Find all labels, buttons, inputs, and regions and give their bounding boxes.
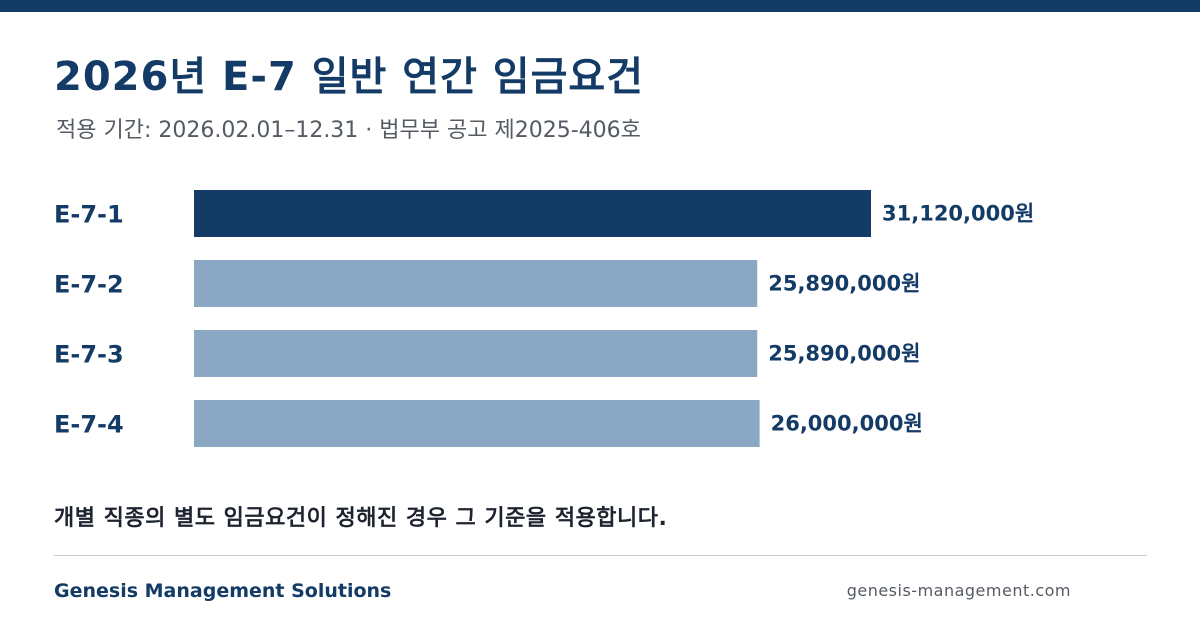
bar-e-7-4 [194, 400, 760, 447]
category-label-e-7-3: E-7-3 [54, 341, 124, 369]
page-subtitle: 적용 기간: 2026.02.01–12.31 · 법무부 공고 제2025-4… [56, 118, 641, 143]
bar-chart: E-7-1 31,120,000원 E-7-2 25,890,000원 E-7-3 25,… [54, 190, 1034, 447]
footnote: 개별 직종의 별도 임금요건이 정해진 경우 그 기준을 적용합니다. [54, 506, 668, 531]
bar-e-7-2 [194, 260, 758, 307]
value-label-e-7-1: 31,120,000원 [882, 202, 1034, 226]
page-title: 2026년 E-7 일반 연간 임금요건 [54, 54, 644, 100]
footer-divider [54, 555, 1147, 556]
category-label-e-7-4: E-7-4 [54, 411, 124, 439]
bar-e-7-1 [194, 190, 871, 237]
category-label-e-7-1: E-7-1 [54, 201, 124, 229]
value-label-e-7-2: 25,890,000원 [768, 272, 920, 296]
category-label-e-7-2: E-7-2 [54, 271, 124, 299]
value-label-e-7-4: 26,000,000원 [771, 412, 923, 436]
value-label-e-7-3: 25,890,000원 [768, 342, 920, 366]
company-website: genesis-management.com [846, 581, 1071, 600]
company-name: Genesis Management Solutions [54, 580, 392, 602]
top-accent-bar [0, 0, 1200, 12]
bar-e-7-3 [194, 330, 758, 377]
